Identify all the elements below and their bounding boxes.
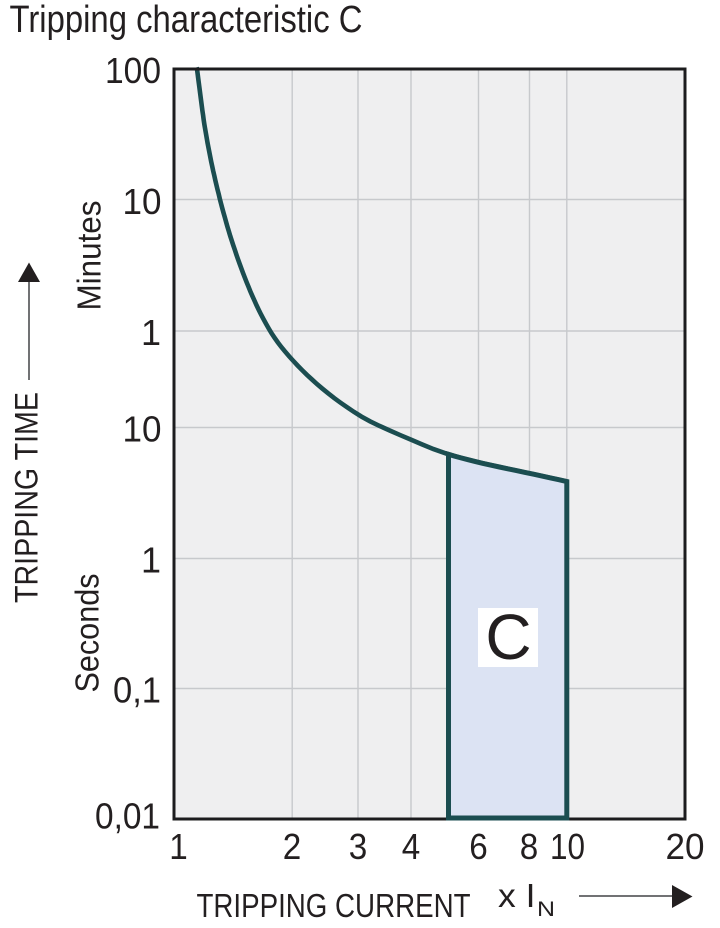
- svg-text:20: 20: [666, 826, 705, 867]
- svg-text:Minutes: Minutes: [71, 201, 108, 311]
- svg-text:10: 10: [123, 181, 162, 222]
- svg-text:10: 10: [123, 409, 162, 450]
- svg-text:1: 1: [169, 826, 188, 867]
- svg-text:2: 2: [283, 826, 302, 867]
- svg-text:4: 4: [402, 826, 421, 867]
- svg-text:0,01: 0,01: [95, 796, 160, 837]
- svg-text:1: 1: [141, 540, 161, 581]
- svg-text:Tripping characteristic C: Tripping characteristic C: [10, 0, 363, 41]
- svg-text:0,1: 0,1: [113, 670, 161, 711]
- svg-text:C: C: [485, 601, 531, 673]
- svg-text:1: 1: [141, 312, 161, 353]
- svg-text:Seconds: Seconds: [69, 574, 106, 693]
- svg-text:TRIPPING CURRENT: TRIPPING CURRENT: [197, 887, 471, 924]
- svg-text:10: 10: [550, 826, 585, 867]
- svg-text:3: 3: [349, 826, 368, 867]
- svg-text:100: 100: [105, 50, 161, 91]
- svg-text:8: 8: [520, 826, 539, 867]
- svg-text:x I: x I: [498, 878, 536, 915]
- svg-text:N: N: [537, 898, 555, 921]
- svg-text:TRIPPING TIME: TRIPPING TIME: [9, 392, 45, 603]
- svg-text:6: 6: [469, 826, 488, 867]
